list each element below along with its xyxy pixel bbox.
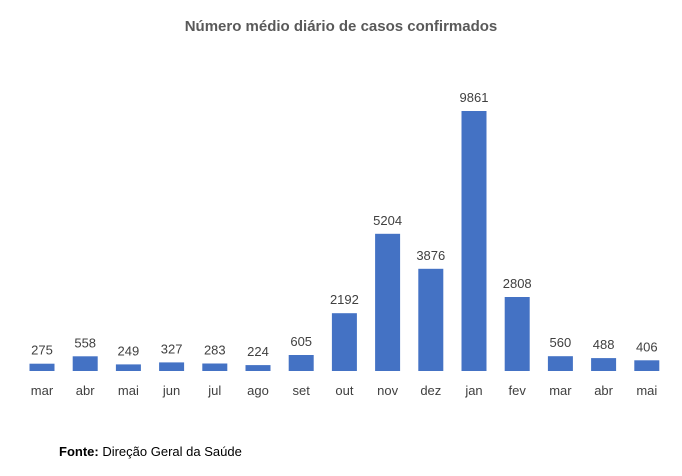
bar-value-label-9: 3876 xyxy=(416,248,445,263)
bar-value-label-0: 275 xyxy=(31,343,53,358)
tick-labels-group: mar abr mai jun jul ago set out nov dez jan fev mar a… xyxy=(31,383,658,398)
source-line: Fonte: Direção Geral da Saúde xyxy=(59,444,242,459)
bar-value-label-1: 558 xyxy=(74,335,96,350)
bar-value-label-4: 283 xyxy=(204,343,226,358)
bar-13 xyxy=(591,358,617,371)
x-tick-label-1: abr xyxy=(76,383,95,398)
bar-value-label-13: 488 xyxy=(593,337,615,352)
x-tick-label-7: out xyxy=(335,383,353,398)
bar-4 xyxy=(202,363,228,371)
bar-value-label-11: 2808 xyxy=(503,276,532,291)
bar-12 xyxy=(547,356,573,371)
x-tick-label-8: nov xyxy=(377,383,398,398)
bar-value-label-14: 406 xyxy=(636,339,658,354)
value-labels-group: 275 558 249 327 283 224 605 2192 5204 3876 9861 280… xyxy=(31,90,658,359)
x-tick-label-10: jan xyxy=(464,383,482,398)
bar-2 xyxy=(115,364,141,371)
bar-value-label-10: 9861 xyxy=(460,90,489,105)
bar-11 xyxy=(504,297,530,371)
x-tick-label-14: mai xyxy=(636,383,657,398)
x-tick-label-5: ago xyxy=(247,383,269,398)
bar-5 xyxy=(245,365,271,371)
bar-value-label-8: 5204 xyxy=(373,213,402,228)
x-tick-label-4: jul xyxy=(207,383,221,398)
x-tick-label-2: mai xyxy=(118,383,139,398)
bar-value-label-12: 560 xyxy=(550,335,572,350)
bar-1 xyxy=(72,356,98,371)
chart-title: Número médio diário de casos confirmados xyxy=(185,18,498,35)
x-tick-label-12: mar xyxy=(549,383,572,398)
bar-value-label-2: 249 xyxy=(118,343,140,358)
bar-6 xyxy=(288,355,314,371)
bar-9 xyxy=(418,268,444,371)
x-tick-label-13: abr xyxy=(594,383,613,398)
bar-value-label-6: 605 xyxy=(290,334,312,349)
bar-value-label-3: 327 xyxy=(161,341,183,356)
bar-value-label-7: 2192 xyxy=(330,292,359,307)
source-text: Direção Geral da Saúde xyxy=(98,444,242,459)
bar-7 xyxy=(331,313,357,371)
x-tick-label-6: set xyxy=(293,383,311,398)
bar-8 xyxy=(375,233,401,371)
x-tick-label-0: mar xyxy=(31,383,54,398)
bar-0 xyxy=(29,363,55,371)
bar-value-label-5: 224 xyxy=(247,344,269,359)
x-tick-label-3: jun xyxy=(162,383,180,398)
bar-14 xyxy=(634,360,660,371)
bar-3 xyxy=(159,362,185,371)
source-label: Fonte: xyxy=(59,444,99,459)
bar-10 xyxy=(461,111,487,371)
bars-group xyxy=(29,111,660,371)
x-tick-label-11: fev xyxy=(509,383,527,398)
x-tick-label-9: dez xyxy=(420,383,441,398)
